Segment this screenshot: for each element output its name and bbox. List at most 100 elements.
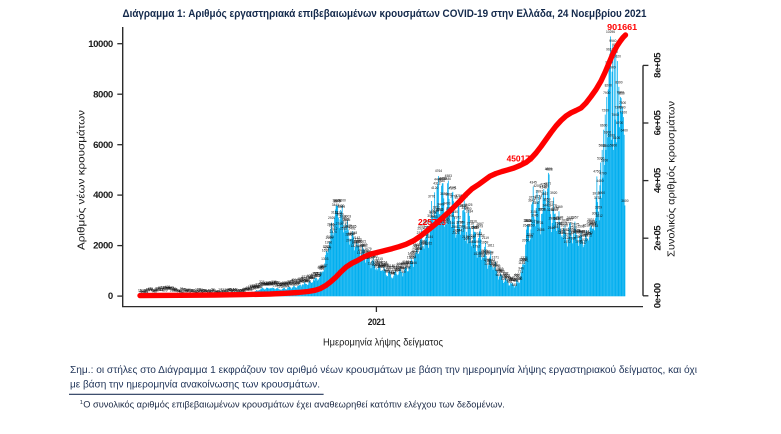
svg-text:7100: 7100 <box>620 111 627 115</box>
svg-text:1956: 1956 <box>325 241 332 245</box>
svg-text:1792: 1792 <box>473 245 480 249</box>
svg-text:2512: 2512 <box>330 227 337 231</box>
svg-text:3184: 3184 <box>466 210 473 214</box>
svg-text:7300: 7300 <box>618 106 625 110</box>
svg-text:1371: 1371 <box>492 256 499 260</box>
svg-text:7850: 7850 <box>617 91 624 95</box>
svg-text:10000: 10000 <box>88 39 113 50</box>
svg-text:2000: 2000 <box>93 241 113 252</box>
svg-text:6e+05: 6e+05 <box>652 110 663 136</box>
svg-text:2e+05: 2e+05 <box>652 225 663 251</box>
svg-text:3278: 3278 <box>539 207 546 211</box>
svg-text:0e+00: 0e+00 <box>652 283 663 308</box>
svg-text:2667: 2667 <box>476 222 483 226</box>
svg-text:7900: 7900 <box>603 91 610 95</box>
svg-text:Συνολικός αριθμός κρουσμάτων: Συνολικός αριθμός κρουσμάτων <box>667 101 678 257</box>
svg-text:2050: 2050 <box>522 239 529 243</box>
svg-text:2032: 2032 <box>580 238 587 242</box>
svg-text:946: 946 <box>518 267 524 271</box>
svg-text:1303: 1303 <box>321 257 328 261</box>
svg-text:6600: 6600 <box>600 124 607 128</box>
svg-text:8000: 8000 <box>93 89 113 100</box>
svg-text:771: 771 <box>518 270 524 274</box>
svg-text:Διάγραμμα 1: Αριθμός εργαστηρι: Διάγραμμα 1: Αριθμός εργαστηριακά επιβεβ… <box>123 8 647 20</box>
svg-text:2553: 2553 <box>463 226 470 230</box>
svg-text:2920: 2920 <box>328 216 335 220</box>
svg-text:2825: 2825 <box>343 218 350 222</box>
svg-text:5800: 5800 <box>610 144 617 148</box>
svg-text:8e+05: 8e+05 <box>652 52 663 78</box>
svg-text:3003: 3003 <box>344 215 351 219</box>
svg-text:4583: 4583 <box>445 174 452 178</box>
svg-text:3359: 3359 <box>338 205 345 209</box>
svg-text:4277: 4277 <box>544 182 551 186</box>
svg-text:2184: 2184 <box>426 235 433 239</box>
svg-text:3242: 3242 <box>436 208 443 212</box>
svg-text:5800: 5800 <box>602 144 609 148</box>
svg-text:2957: 2957 <box>571 215 578 219</box>
svg-text:Ο συνολικός αριθμός επιβεβαιωμ: Ο συνολικός αριθμός επιβεβαιωμένων κρουσ… <box>83 400 505 410</box>
svg-text:8300: 8300 <box>615 81 622 85</box>
svg-text:1364: 1364 <box>409 256 416 260</box>
svg-text:7200: 7200 <box>602 108 609 112</box>
svg-text:2342: 2342 <box>586 231 593 235</box>
svg-text:3493: 3493 <box>443 202 450 206</box>
svg-text:1241: 1241 <box>521 259 528 263</box>
svg-text:1922: 1922 <box>425 242 432 246</box>
svg-text:3425: 3425 <box>465 203 472 207</box>
svg-text:3920: 3920 <box>550 191 557 195</box>
svg-text:2163: 2163 <box>326 235 333 239</box>
svg-text:2731: 2731 <box>536 221 543 225</box>
svg-text:7000: 7000 <box>611 113 618 117</box>
svg-text:4764: 4764 <box>435 169 442 173</box>
svg-text:789: 789 <box>400 270 406 274</box>
svg-text:4141: 4141 <box>449 186 456 190</box>
svg-text:3732: 3732 <box>594 196 601 200</box>
svg-text:με βάση την ημερομηνία ανακοίν: με βάση την ημερομηνία ανακοίνωσης των κ… <box>70 380 320 391</box>
svg-text:2585: 2585 <box>349 225 356 229</box>
svg-text:1811: 1811 <box>487 244 494 248</box>
svg-text:Σημ.: οι στήλες στο Διάγραμμα: Σημ.: οι στήλες στο Διάγραμμα 1 εκφράζου… <box>70 365 697 376</box>
svg-text:2119: 2119 <box>482 236 489 240</box>
svg-text:3600: 3600 <box>621 199 628 203</box>
svg-text:Ημερομηνία λήψης δείγματος: Ημερομηνία λήψης δείγματος <box>323 337 443 349</box>
svg-text:3900: 3900 <box>598 191 605 195</box>
svg-text:4120: 4120 <box>431 186 438 190</box>
svg-text:2021: 2021 <box>368 317 386 328</box>
svg-text:2972: 2972 <box>454 215 461 219</box>
svg-text:3012: 3012 <box>595 214 602 218</box>
svg-text:2257: 2257 <box>527 233 534 237</box>
svg-text:1037: 1037 <box>320 264 327 268</box>
svg-text:2348: 2348 <box>350 231 357 235</box>
svg-text:901661: 901661 <box>607 22 637 32</box>
svg-text:2618: 2618 <box>591 224 598 228</box>
svg-text:Αριθμός νέων κρουσμάτων: Αριθμός νέων κρουσμάτων <box>77 110 88 250</box>
svg-text:3045: 3045 <box>531 214 538 218</box>
svg-text:4000: 4000 <box>93 190 113 201</box>
svg-text:4828: 4828 <box>545 168 552 172</box>
svg-text:5200: 5200 <box>601 159 608 163</box>
svg-text:1166: 1166 <box>410 261 417 265</box>
svg-text:2455: 2455 <box>537 228 544 232</box>
svg-text:6100: 6100 <box>613 136 620 140</box>
svg-text:4700: 4700 <box>599 172 606 176</box>
svg-text:736: 736 <box>317 272 323 276</box>
svg-text:3867: 3867 <box>541 192 548 196</box>
svg-text:7500: 7500 <box>619 101 626 105</box>
svg-text:6000: 6000 <box>93 140 113 151</box>
svg-text:3497: 3497 <box>533 201 540 205</box>
svg-text:526: 526 <box>517 277 523 281</box>
svg-text:3600: 3600 <box>339 199 346 203</box>
svg-text:6700: 6700 <box>616 121 623 125</box>
svg-text:4e+05: 4e+05 <box>652 167 663 193</box>
svg-text:0: 0 <box>108 291 113 302</box>
svg-text:4400: 4400 <box>596 179 603 183</box>
svg-text:3359: 3359 <box>595 205 602 209</box>
svg-text:8200: 8200 <box>605 83 612 87</box>
svg-text:1727: 1727 <box>324 247 331 251</box>
svg-text:992: 992 <box>405 265 411 269</box>
svg-text:6400: 6400 <box>621 128 628 132</box>
svg-text:345: 345 <box>512 283 518 287</box>
svg-text:3369: 3369 <box>555 205 562 209</box>
svg-text:1574: 1574 <box>486 250 493 254</box>
